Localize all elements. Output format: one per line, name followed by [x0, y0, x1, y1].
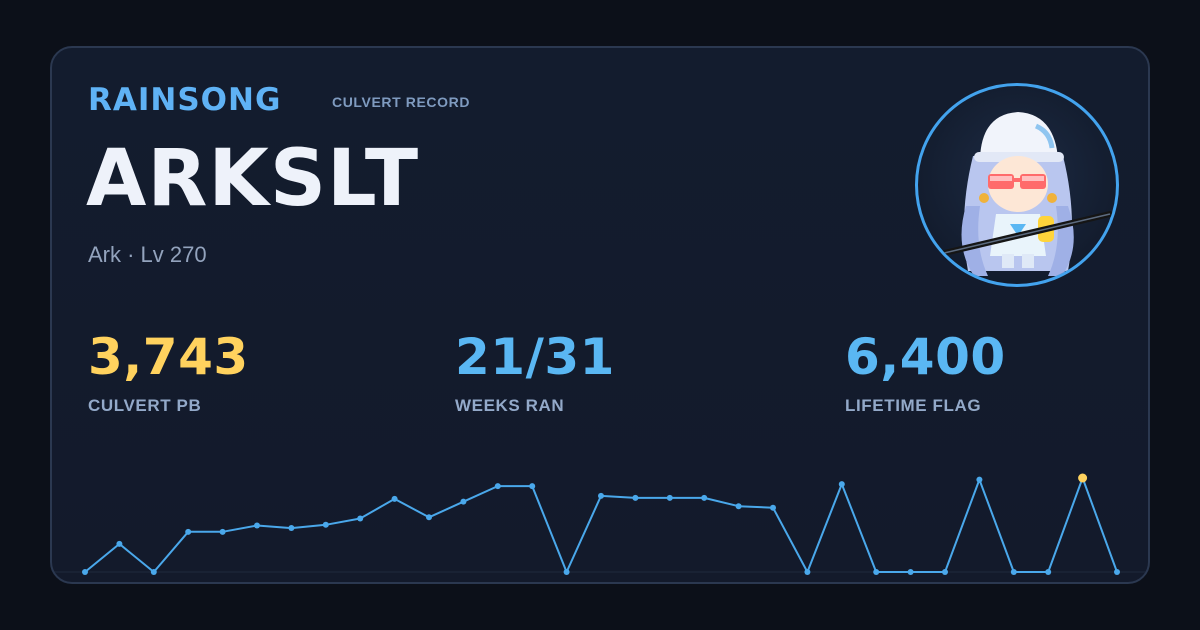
record-subtitle: CULVERT RECORD: [332, 94, 471, 110]
brand-logo: RAINSONG: [88, 82, 282, 118]
chart-point: [391, 495, 398, 502]
character-avatar-icon: [915, 83, 1119, 287]
stat-label: LIFETIME FLAG: [845, 396, 982, 415]
stat-culvert-pb: 3,743 CULVERT PB: [88, 332, 249, 416]
chart-point: [288, 525, 295, 532]
chart-point: [494, 483, 501, 490]
chart-point: [1114, 569, 1120, 575]
culvert-history-chart: [52, 473, 1148, 575]
chart-point: [529, 483, 536, 490]
chart-point: [82, 569, 88, 575]
character-class-level: Ark · Lv 270: [88, 242, 207, 267]
chart-point: [563, 569, 570, 575]
stat-label: CULVERT PB: [88, 396, 202, 415]
chart-point: [632, 494, 639, 501]
chart-point: [873, 569, 880, 575]
culvert-record-card: RAINSONG CULVERT RECORD ARKSLT Ark · Lv …: [50, 46, 1150, 584]
stat-value: 21/31: [455, 328, 615, 386]
chart-point: [735, 503, 742, 510]
chart-point: [1010, 569, 1017, 575]
stat-weeks-ran: 21/31 WEEKS RAN: [455, 332, 615, 416]
chart-point: [357, 515, 364, 522]
chart-point: [976, 476, 983, 483]
chart-point: [770, 504, 776, 511]
chart-point: [150, 569, 157, 575]
chart-point: [804, 569, 811, 575]
chart-point: [254, 522, 260, 529]
chart-point: [460, 498, 467, 505]
stat-value: 3,743: [88, 328, 249, 386]
chart-point: [185, 528, 192, 535]
chart-point: [1045, 569, 1052, 575]
chart-point: [426, 514, 432, 521]
stat-value: 6,400: [845, 328, 1006, 386]
chart-point: [598, 492, 604, 499]
chart-point: [907, 569, 914, 575]
chart-point: [942, 569, 948, 575]
character-name: ARKSLT: [86, 134, 420, 224]
chart-point: [219, 528, 226, 535]
chart-point: [116, 540, 123, 547]
chart-point: [701, 494, 708, 501]
chart-point: [838, 481, 845, 488]
chart-point-best: [1078, 473, 1088, 483]
series-line: [84, 477, 1118, 573]
chart-point: [666, 494, 673, 501]
stat-lifetime-flag: 6,400 LIFETIME FLAG: [845, 332, 1006, 416]
chart-point: [322, 521, 329, 528]
avatar-illustration: [937, 112, 1113, 276]
stat-label: WEEKS RAN: [455, 396, 565, 415]
